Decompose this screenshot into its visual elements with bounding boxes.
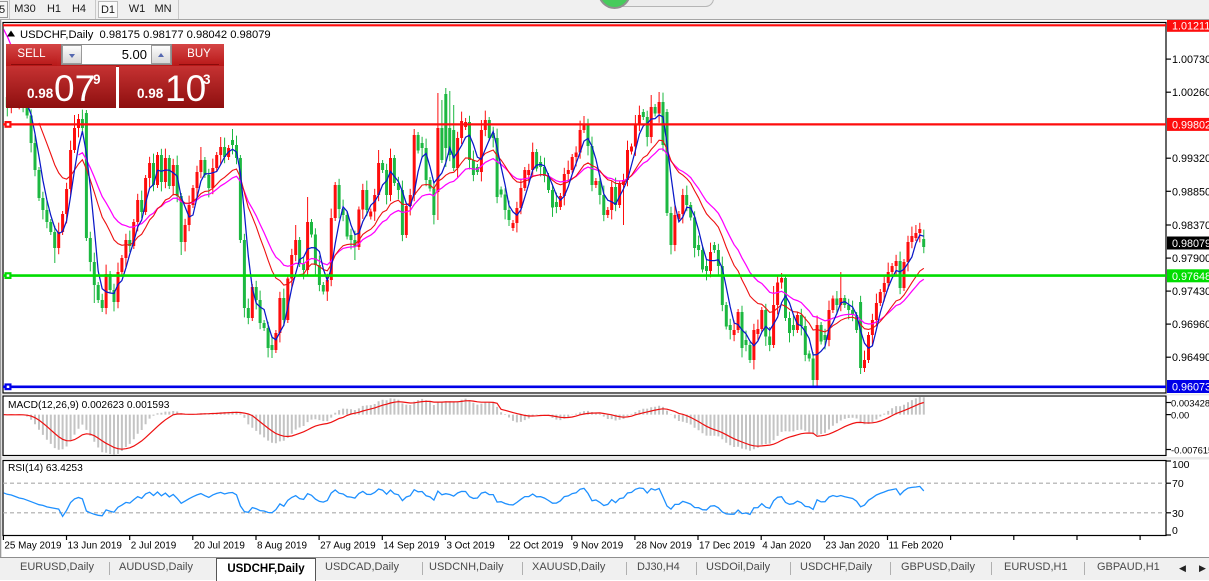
svg-text:27 Aug 2019: 27 Aug 2019 (320, 541, 376, 552)
svg-text:MACD(12,26,9) 0.002623 0.00159: MACD(12,26,9) 0.002623 0.001593 (8, 400, 170, 411)
svg-text:20 Jul 2019: 20 Jul 2019 (194, 541, 246, 552)
svg-text:0.98370: 0.98370 (1172, 220, 1209, 232)
svg-text:3 Oct 2019: 3 Oct 2019 (446, 541, 495, 552)
svg-text:USDCHF,Daily 0.98175 0.98177: USDCHF,Daily 0.98175 0.98177 0.98042 0.9… (20, 29, 271, 41)
svg-text:11 Feb 2020: 11 Feb 2020 (889, 541, 944, 552)
svg-text:9 Nov 2019: 9 Nov 2019 (573, 541, 624, 552)
svg-text:22 Oct 2019: 22 Oct 2019 (510, 541, 564, 552)
svg-text:0.97430: 0.97430 (1172, 286, 1209, 298)
svg-text:100: 100 (1172, 459, 1190, 471)
svg-text:0.003428: 0.003428 (1171, 398, 1209, 409)
svg-text:4 Jan 2020: 4 Jan 2020 (762, 541, 811, 552)
svg-text:1.01211: 1.01211 (1172, 20, 1209, 32)
svg-text:0.97900: 0.97900 (1172, 253, 1209, 265)
svg-text:70: 70 (1172, 478, 1184, 490)
svg-text:0.97648: 0.97648 (1172, 271, 1209, 283)
svg-text:8 Aug 2019: 8 Aug 2019 (257, 541, 307, 552)
svg-text:23 Jan 2020: 23 Jan 2020 (825, 541, 880, 552)
svg-text:RSI(14) 63.4253: RSI(14) 63.4253 (8, 463, 83, 474)
svg-text:0.98850: 0.98850 (1172, 186, 1209, 198)
svg-text:0.96490: 0.96490 (1172, 352, 1209, 364)
svg-text:-0.007615: -0.007615 (1171, 445, 1209, 456)
svg-text:1.00730: 1.00730 (1172, 54, 1209, 66)
svg-text:0.98079: 0.98079 (1172, 238, 1209, 250)
svg-text:0.99802: 0.99802 (1172, 119, 1209, 131)
svg-text:0.96073: 0.96073 (1172, 382, 1209, 394)
svg-text:0.96960: 0.96960 (1172, 319, 1209, 331)
svg-text:13 Jun 2019: 13 Jun 2019 (68, 541, 123, 552)
svg-text:2 Jul 2019: 2 Jul 2019 (131, 541, 177, 552)
svg-text:0.99320: 0.99320 (1172, 153, 1209, 165)
svg-text:1.00260: 1.00260 (1172, 87, 1209, 99)
svg-text:30: 30 (1172, 508, 1184, 520)
svg-text:25 May 2019: 25 May 2019 (4, 541, 62, 552)
svg-text:28 Nov 2019: 28 Nov 2019 (636, 541, 693, 552)
svg-text:0: 0 (1172, 525, 1178, 537)
svg-text:0.00: 0.00 (1171, 410, 1189, 421)
svg-text:14 Sep 2019: 14 Sep 2019 (383, 541, 440, 552)
svg-text:17 Dec 2019: 17 Dec 2019 (699, 541, 756, 552)
